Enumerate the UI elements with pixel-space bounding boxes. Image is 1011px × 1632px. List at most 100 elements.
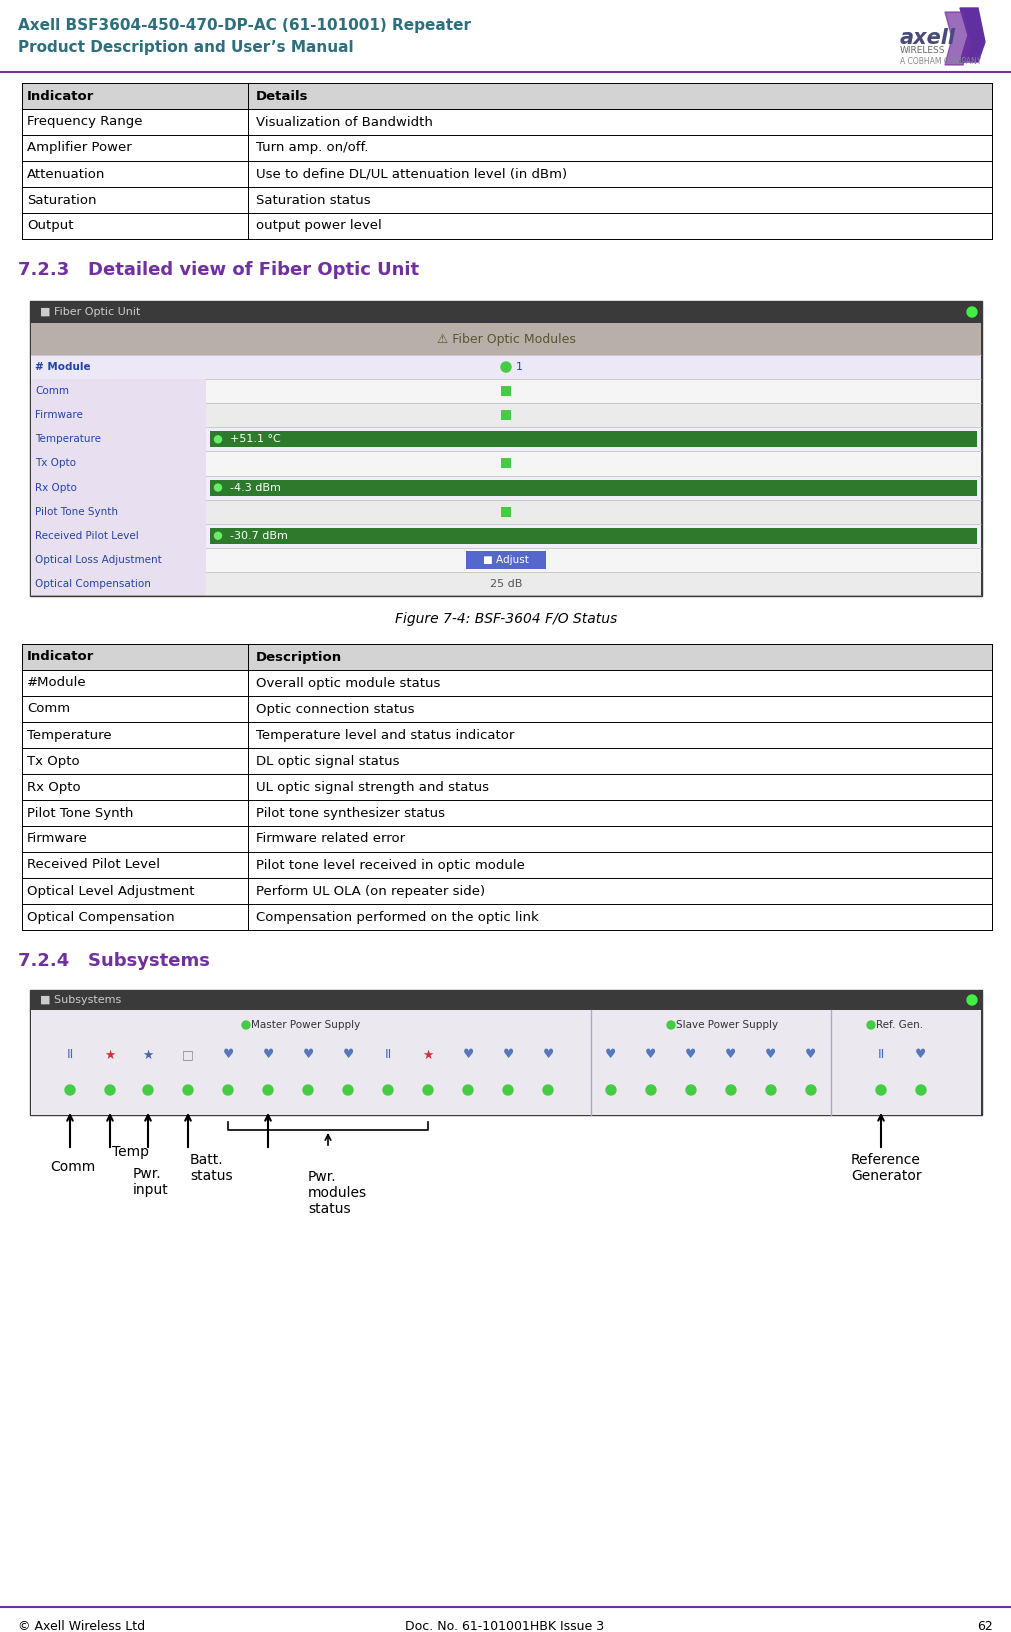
- Text: ♥: ♥: [263, 1048, 274, 1061]
- Text: ♥: ♥: [725, 1048, 737, 1061]
- Bar: [31, 452, 981, 475]
- Circle shape: [646, 1085, 656, 1095]
- Bar: [22, 774, 992, 800]
- Bar: [31, 571, 206, 596]
- Circle shape: [667, 1022, 675, 1030]
- Text: Overall optic module status: Overall optic module status: [256, 677, 441, 689]
- Bar: [31, 379, 206, 403]
- Circle shape: [214, 436, 221, 442]
- Text: +51.1 °C: +51.1 °C: [229, 434, 281, 444]
- Circle shape: [766, 1085, 776, 1095]
- Text: Saturation status: Saturation status: [256, 194, 371, 207]
- Text: Pilot Tone Synth: Pilot Tone Synth: [35, 506, 118, 517]
- Text: DL optic signal status: DL optic signal status: [256, 754, 399, 767]
- Text: Optical Loss Adjustment: Optical Loss Adjustment: [35, 555, 162, 565]
- Text: ♥: ♥: [685, 1048, 697, 1061]
- Text: Reference
Generator: Reference Generator: [851, 1152, 922, 1183]
- Text: ♥: ♥: [806, 1048, 817, 1061]
- Text: Firmware related error: Firmware related error: [256, 832, 405, 845]
- Text: Temp: Temp: [112, 1146, 149, 1159]
- Text: Optical Compensation: Optical Compensation: [35, 579, 151, 589]
- Text: Comm: Comm: [35, 387, 69, 397]
- Circle shape: [606, 1085, 616, 1095]
- Text: Pwr.
input: Pwr. input: [133, 1167, 169, 1198]
- Bar: [22, 695, 992, 721]
- Text: #Module: #Module: [27, 677, 87, 689]
- Bar: [30, 300, 982, 596]
- Text: Slave Power Supply: Slave Power Supply: [676, 1020, 778, 1030]
- Text: Rx Opto: Rx Opto: [35, 483, 77, 493]
- Bar: [210, 431, 977, 447]
- Circle shape: [303, 1085, 313, 1095]
- Bar: [466, 552, 546, 570]
- Text: ⚠ Fiber Optic Modules: ⚠ Fiber Optic Modules: [437, 333, 575, 346]
- Bar: [31, 548, 981, 571]
- Bar: [501, 387, 511, 397]
- Bar: [210, 480, 977, 496]
- Text: ■ Subsystems: ■ Subsystems: [40, 996, 121, 1005]
- Text: Batt.
status: Batt. status: [190, 1152, 233, 1183]
- Text: Pilot tone synthesizer status: Pilot tone synthesizer status: [256, 806, 445, 819]
- Bar: [31, 475, 981, 499]
- Bar: [22, 721, 992, 747]
- Text: Axell BSF3604-450-470-DP-AC (61-101001) Repeater: Axell BSF3604-450-470-DP-AC (61-101001) …: [18, 18, 471, 33]
- Circle shape: [343, 1085, 353, 1095]
- Circle shape: [503, 1085, 513, 1095]
- Text: ♥: ♥: [343, 1048, 354, 1061]
- Circle shape: [867, 1022, 875, 1030]
- Circle shape: [543, 1085, 553, 1095]
- Bar: [22, 904, 992, 930]
- Bar: [22, 800, 992, 826]
- Text: Indicator: Indicator: [27, 651, 94, 664]
- Bar: [22, 747, 992, 774]
- Bar: [31, 499, 981, 524]
- Text: II: II: [384, 1048, 391, 1061]
- Circle shape: [383, 1085, 393, 1095]
- Text: A COBHAM COMPANY: A COBHAM COMPANY: [900, 57, 982, 65]
- Text: ♥: ♥: [222, 1048, 234, 1061]
- Text: Received Pilot Level: Received Pilot Level: [27, 858, 160, 871]
- Circle shape: [242, 1022, 250, 1030]
- Text: ★: ★: [104, 1048, 115, 1061]
- Text: -30.7 dBm: -30.7 dBm: [229, 530, 288, 540]
- Text: ♥: ♥: [645, 1048, 656, 1061]
- Text: Comm: Comm: [27, 702, 70, 715]
- Circle shape: [105, 1085, 115, 1095]
- Bar: [31, 1010, 981, 1115]
- Bar: [22, 162, 992, 188]
- Circle shape: [214, 485, 221, 491]
- Bar: [31, 548, 206, 571]
- Text: Perform UL OLA (on repeater side): Perform UL OLA (on repeater side): [256, 885, 485, 898]
- Text: © Axell Wireless Ltd: © Axell Wireless Ltd: [18, 1621, 146, 1632]
- Text: ♥: ♥: [606, 1048, 617, 1061]
- Text: 25 dB: 25 dB: [489, 579, 523, 589]
- Text: ♥: ♥: [462, 1048, 473, 1061]
- Bar: [30, 991, 982, 1115]
- Bar: [31, 428, 206, 452]
- Text: Saturation: Saturation: [27, 194, 96, 207]
- Text: Amplifier Power: Amplifier Power: [27, 142, 131, 155]
- Polygon shape: [960, 8, 985, 62]
- Text: -4.3 dBm: -4.3 dBm: [229, 483, 281, 493]
- Bar: [31, 452, 206, 475]
- Text: Use to define DL/UL attenuation level (in dBm): Use to define DL/UL attenuation level (i…: [256, 168, 567, 181]
- Bar: [22, 671, 992, 695]
- Circle shape: [916, 1085, 926, 1095]
- Text: 1: 1: [516, 362, 523, 372]
- Text: Pwr.
modules
status: Pwr. modules status: [308, 1170, 367, 1216]
- Bar: [22, 878, 992, 904]
- Text: Rx Opto: Rx Opto: [27, 780, 81, 793]
- Text: Details: Details: [256, 90, 308, 103]
- Circle shape: [65, 1085, 75, 1095]
- Polygon shape: [945, 11, 970, 65]
- Text: Compensation performed on the optic link: Compensation performed on the optic link: [256, 911, 539, 924]
- Bar: [501, 459, 511, 468]
- Bar: [31, 524, 981, 548]
- Text: ♥: ♥: [765, 1048, 776, 1061]
- Bar: [22, 826, 992, 852]
- Text: Temperature: Temperature: [35, 434, 101, 444]
- Text: Ref. Gen.: Ref. Gen.: [876, 1020, 923, 1030]
- Text: Figure 7-4: BSF-3604 F/O Status: Figure 7-4: BSF-3604 F/O Status: [395, 612, 617, 627]
- Text: □: □: [182, 1048, 194, 1061]
- Circle shape: [463, 1085, 473, 1095]
